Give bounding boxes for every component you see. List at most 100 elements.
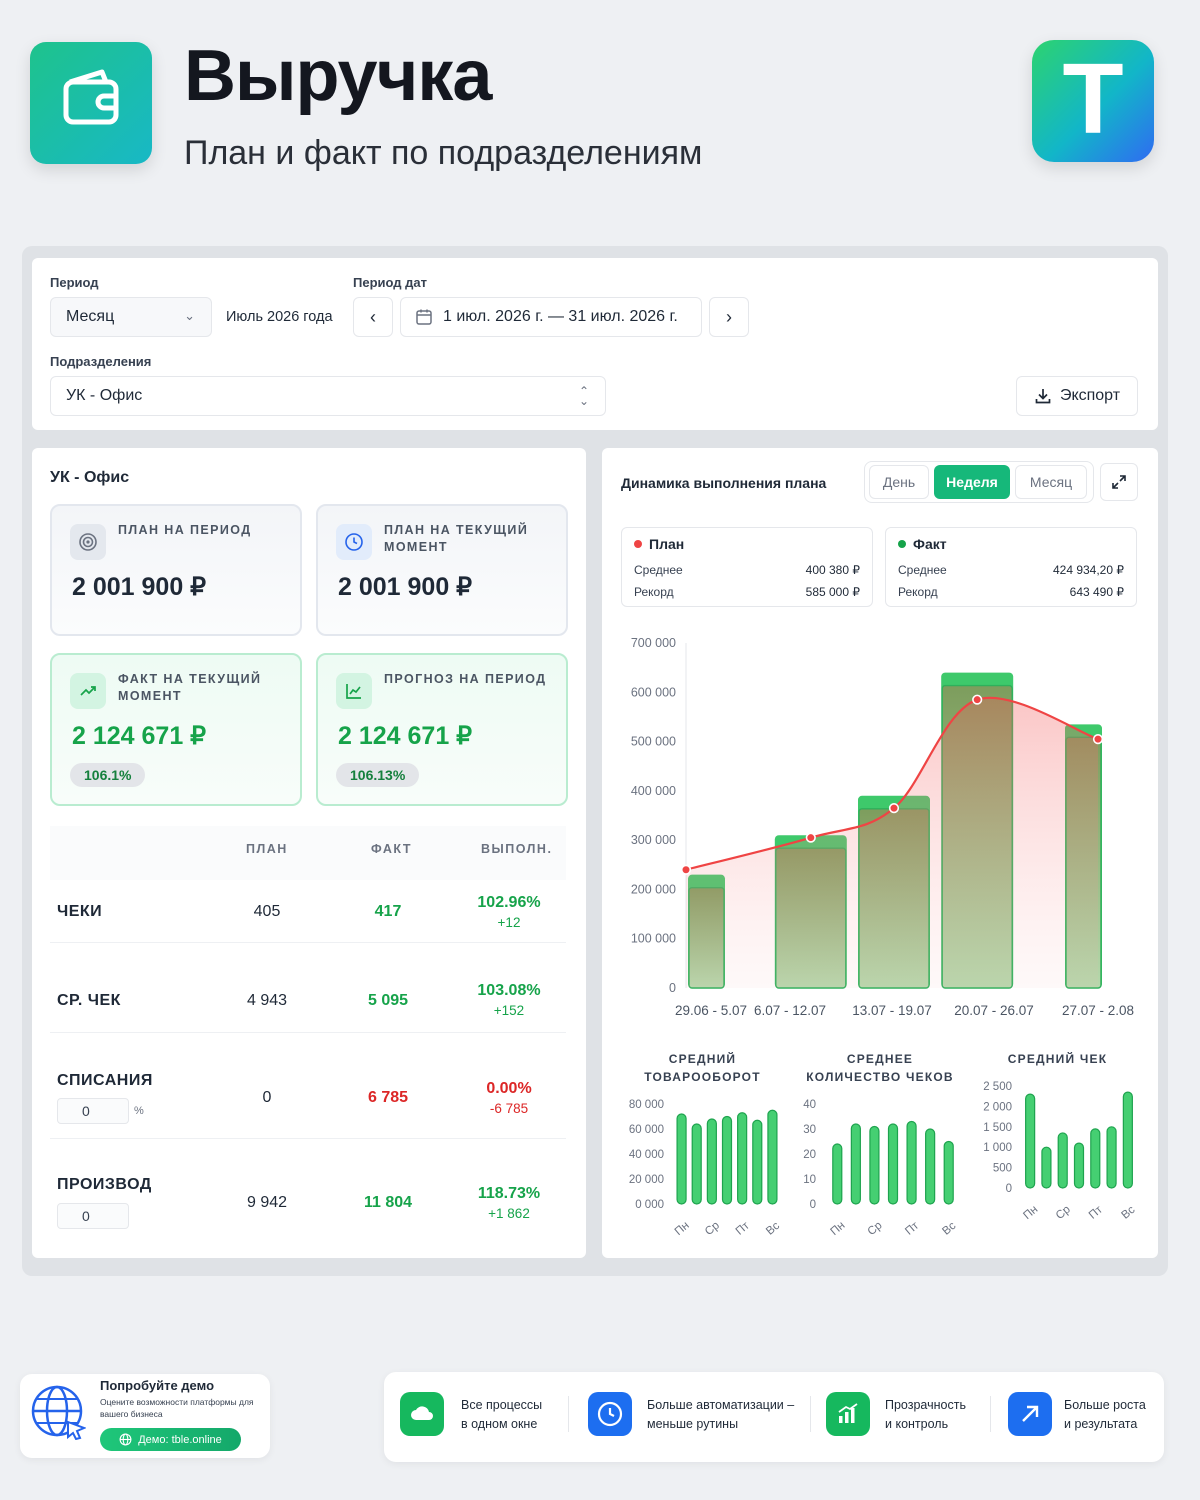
plan-rec-value: 585 000 ₽ [805, 585, 860, 599]
fact-stats-card: Факт Среднее 424 934,20 ₽ Рекорд 643 490… [885, 527, 1137, 607]
col-fact: ФАКТ [371, 842, 412, 856]
date-range-picker[interactable]: 1 июл. 2026 г. — 31 июл. 2026 г. [400, 297, 702, 337]
plan-stats-card: План Среднее 400 380 ₽ Рекорд 585 000 ₽ [621, 527, 873, 607]
row-diff: +152 [493, 1003, 525, 1018]
feature-line: и контроль [885, 1417, 949, 1431]
writeoff-input-value: 0 [82, 1103, 90, 1119]
fact-rec-label: Рекорд [898, 585, 938, 599]
tab-day[interactable]: День [869, 465, 929, 499]
line-chart-icon [336, 673, 372, 709]
mini-bar [906, 1120, 917, 1205]
expand-button[interactable] [1100, 463, 1138, 501]
period-select-value: Месяц [66, 308, 115, 325]
x-tick-label: Пт [1087, 1203, 1106, 1221]
row-plan: 405 [253, 903, 281, 920]
row-label: СР. ЧЕК [57, 992, 121, 1009]
mini-bar [925, 1128, 936, 1205]
download-icon [1035, 389, 1051, 404]
row-plan: 0 [262, 1089, 272, 1106]
y-tick-label: 10 [803, 1174, 816, 1186]
metrics-table-head [50, 826, 566, 880]
feature-divider [810, 1396, 811, 1432]
y-tick-label: 400 000 [631, 784, 676, 798]
kpi-fact-now: ФАКТ НА ТЕКУЩИЙ МОМЕНТ 2 124 671 ₽ 106.1… [50, 653, 302, 806]
y-tick-label: 500 000 [631, 735, 676, 749]
mini-bar [1041, 1146, 1052, 1189]
wallet-icon [63, 69, 119, 125]
plan-point [680, 864, 692, 875]
feature-text: Больше роста и результата [1064, 1396, 1146, 1434]
kpi-value: 2 001 900 ₽ [338, 573, 473, 601]
mini-bar [1073, 1142, 1085, 1189]
col-done: ВЫПОЛН. [481, 842, 553, 856]
production-input[interactable]: 0 [57, 1203, 129, 1229]
avg-turnover-chart: 0 000 20 000 40 000 60 000 80 000 Пн Ср Пт Вс [629, 1099, 782, 1238]
kpi-badge: 106.13% [336, 763, 420, 787]
feature-line: Все процессы [461, 1398, 543, 1412]
y-tick-label: 0 [669, 981, 676, 995]
kpi-plan-now: ПЛАН НА ТЕКУЩИЙ МОМЕНТ 2 001 900 ₽ [316, 504, 568, 636]
globe-icon [119, 1433, 132, 1446]
mini-chart-title: СРЕДНИЙ ТОВАРООБОРОТ [644, 1052, 761, 1084]
feature-line: и результата [1064, 1417, 1138, 1431]
feature-line: в одном окне [461, 1417, 538, 1431]
writeoff-input[interactable]: 0 [57, 1098, 129, 1124]
chevron-down-icon: ⌄ [184, 308, 195, 323]
row-fact: 5 095 [367, 992, 409, 1009]
y-tick-label: 30 [803, 1124, 816, 1136]
y-tick-label: 1 500 [983, 1122, 1012, 1134]
demo-title: Попробуйте демо [100, 1378, 215, 1393]
fact-rec-value: 643 490 ₽ [1069, 585, 1124, 599]
mini-bar [1025, 1093, 1036, 1189]
row-fact: 11 804 [363, 1194, 413, 1211]
feature-text: Больше автоматизации – меньше рутины [647, 1396, 794, 1434]
arrow-up-right-icon [1008, 1392, 1052, 1436]
period-select[interactable]: Месяц ⌄ [50, 297, 212, 337]
kpi-value: 2 124 671 ₽ [72, 722, 207, 750]
clock-icon [588, 1392, 632, 1436]
row-divider [50, 1138, 566, 1139]
brand-logo-letter: T [1062, 43, 1124, 155]
mini-bar [752, 1119, 763, 1205]
fact-dot [898, 540, 906, 548]
page-subtitle: План и факт по подразделениям [184, 134, 703, 172]
plan-avg-value: 400 380 ₽ [805, 563, 860, 577]
mini-bar [832, 1143, 843, 1205]
tab-week[interactable]: Неделя [934, 465, 1010, 499]
x-tick-label: Вс [940, 1220, 958, 1238]
mini-bar [1106, 1126, 1117, 1189]
demo-button[interactable]: Демо: tble.online [100, 1428, 241, 1451]
y-tick-label: 20 [803, 1149, 816, 1161]
kpi-forecast: ПРОГНОЗ НА ПЕРИОД 2 124 671 ₽ 106.13% [316, 653, 568, 806]
avg-check-chart: 0 500 1 000 1 500 2 000 2 500 Пн Ср Пт Вс [983, 1081, 1137, 1222]
production-input-value: 0 [82, 1208, 90, 1224]
row-fact: 6 785 [367, 1089, 409, 1106]
cloud-icon [400, 1392, 444, 1436]
date-period-label: Период дат [353, 275, 427, 290]
export-button[interactable]: Экспорт [1016, 376, 1138, 416]
dept-select-value: УК - Офис [66, 387, 143, 404]
feature-text: Прозрачность и контроль [885, 1396, 966, 1434]
dept-select[interactable]: УК - Офис ⌃ ⌄ [50, 376, 606, 416]
y-tick-label: 600 000 [631, 685, 676, 699]
prev-period-button[interactable]: ‹ [353, 297, 393, 337]
expand-icon [1112, 475, 1126, 489]
y-tick-label: 500 [993, 1163, 1012, 1175]
mini-bar [721, 1115, 733, 1205]
mini-bar [737, 1112, 748, 1205]
row-pct: 118.73% [477, 1185, 541, 1202]
x-tick-label: 27.07 - 2.08 [1062, 1003, 1134, 1018]
row-label: ЧЕКИ [57, 903, 103, 920]
y-tick-label: 60 000 [629, 1124, 664, 1136]
writeoff-unit: % [134, 1105, 144, 1117]
plan-point [1092, 734, 1104, 745]
kpi-value: 2 001 900 ₽ [72, 573, 207, 601]
y-tick-label: 1 000 [983, 1142, 1012, 1154]
plan-point [972, 694, 983, 705]
next-period-button[interactable]: › [709, 297, 749, 337]
fact-avg-value: 424 934,20 ₽ [1052, 563, 1124, 577]
bar-chart-icon [826, 1392, 870, 1436]
page-title: Выручка [184, 36, 492, 116]
export-label: Экспорт [1059, 387, 1121, 404]
tab-month[interactable]: Месяц [1015, 465, 1087, 499]
